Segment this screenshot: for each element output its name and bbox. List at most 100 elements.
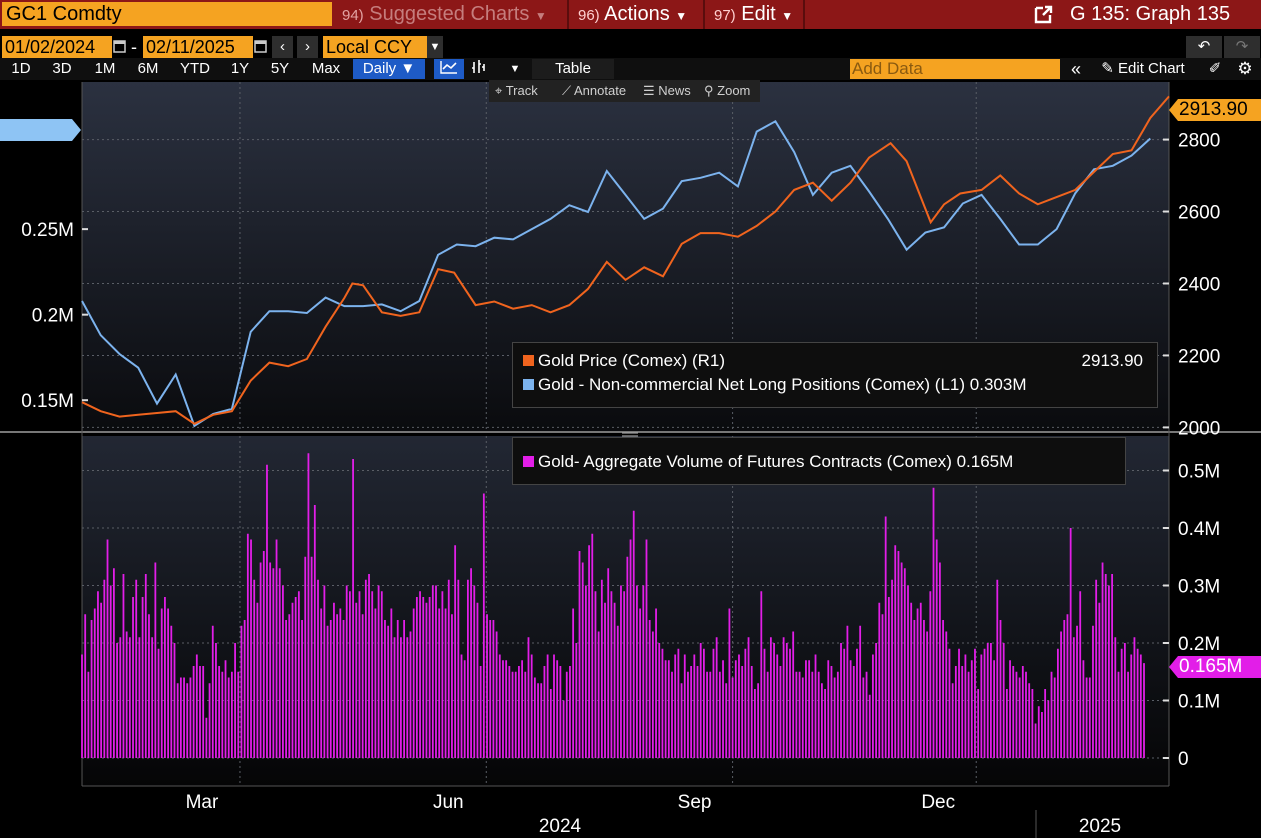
volume-bar [884,516,887,758]
currency-select[interactable]: Local CCY [323,36,427,58]
volume-bar [1069,528,1072,758]
double-chevron-left-icon[interactable]: « [1070,59,1081,79]
suggested-charts-menu[interactable]: 94) Suggested Charts ▼ [342,2,562,27]
volume-bar [237,671,240,758]
volume-bar [470,568,472,758]
chevron-down-icon[interactable]: ▼ [509,63,521,75]
actions-label: Actions [604,3,670,25]
volume-bar [384,620,386,758]
volume-bar [600,579,603,758]
volume-bar [419,591,421,758]
end-date-field[interactable]: 02/11/2025 [143,36,253,58]
volume-bar [199,666,201,758]
volume-bar [1139,654,1142,758]
volume-bar [569,666,571,758]
volume-bar [773,643,775,758]
volume-bar [100,602,103,758]
volume-bar [1002,643,1005,758]
volume-bar [935,539,938,758]
range-6m[interactable]: 6M [137,60,159,77]
right-axis-tick-label: 2600 [1178,203,1220,224]
undo-icon[interactable]: ↶ [1186,36,1222,58]
table-button[interactable]: Table [532,59,614,79]
volume-bar [731,677,734,758]
legend-swatch [523,379,534,390]
volume-bar [157,648,160,758]
legend-label: Gold - Non-commercial Net Long Positions… [538,375,966,394]
volume-bar [546,654,549,758]
volume-bar [623,591,626,758]
gear-icon[interactable]: ⚙ [1237,59,1253,78]
start-date-field[interactable]: 01/02/2024 [2,36,112,58]
annotate-tool[interactable]: ⟋ Annotate [562,80,626,102]
caret-down-icon: ▼ [400,60,416,77]
volume-bar [655,608,657,758]
volume-bar [954,666,957,758]
volume-bar [648,620,651,758]
zoom-tool[interactable]: ⚲ Zoom [704,80,750,102]
legend-entry-gold-price: Gold Price (Comex) (R1) 2913.90 [523,351,1153,371]
range-5y[interactable]: 5Y [270,60,290,77]
volume-bar [192,666,195,758]
volume-bar [849,660,852,758]
volume-bar [827,660,830,758]
track-tool[interactable]: ⌖ Track [495,80,538,102]
range-max[interactable]: Max [311,60,341,77]
chevron-down-icon: ▼ [534,9,547,23]
volume-bar [607,568,610,758]
redo-icon[interactable]: ↷ [1224,36,1260,58]
range-1d[interactable]: 1D [11,60,31,77]
actions-menu[interactable]: 96) Actions ▼ [578,2,698,27]
volume-bar [808,660,811,758]
legend-entry-volume: Gold- Aggregate Volume of Futures Contra… [523,452,1123,472]
volume-bar [463,660,466,758]
volume-bar [221,671,224,758]
chevron-down-icon[interactable]: ▼ [427,36,443,58]
bar-chart-icon[interactable] [466,59,492,79]
frequency-select[interactable]: Daily ▼ [353,59,425,79]
right-axis-tick-label: 2800 [1178,131,1220,152]
range-ytd[interactable]: YTD [180,60,210,77]
volume-bar [256,602,259,758]
add-data-input[interactable]: Add Data [850,59,1060,79]
upper-legend[interactable]: Gold Price (Comex) (R1) 2913.90 Gold - N… [512,342,1158,408]
volume-bar [597,631,600,758]
volume-bar [1034,723,1037,758]
calendar-icon[interactable] [113,38,126,54]
volume-bar [584,585,587,758]
volume-bar [189,677,192,758]
annotate-icon[interactable]: ✐ [1208,60,1222,77]
ticker-field[interactable]: GC1 Comdty [2,2,332,26]
lower-legend[interactable]: Gold- Aggregate Volume of Futures Contra… [512,437,1126,485]
volume-bar [138,637,141,758]
volume-bar [811,671,814,758]
volume-bar [246,533,249,758]
range-3d[interactable]: 3D [52,60,72,77]
volume-bar [387,625,390,758]
volume-bar [932,487,935,758]
legend-value: 2913.90 [1081,351,1143,370]
menu-divider [703,0,705,29]
volume-bar [479,666,482,758]
line-chart-icon[interactable] [434,59,464,79]
volume-bar [498,654,501,758]
next-period-button[interactable]: › [297,36,318,58]
edit-chart-button[interactable]: ✎ Edit Chart [1093,59,1193,79]
prev-period-button[interactable]: ‹ [272,36,293,58]
calendar-icon[interactable] [254,38,267,54]
volume-bar [377,585,380,758]
volume-bar [326,625,329,758]
volume-axis-tick-label: 0.1M [1178,692,1220,713]
volume-bar [112,568,115,758]
news-tool[interactable]: ☰ News [643,80,691,102]
suggested-charts-label: Suggested Charts [369,3,530,25]
volume-bar [310,556,313,758]
pop-out-icon[interactable] [1034,4,1054,24]
range-1y[interactable]: 1Y [230,60,250,77]
range-1m[interactable]: 1M [94,60,116,77]
volume-bar [457,579,460,758]
volume-bar [1031,689,1034,758]
edit-menu[interactable]: 97) Edit ▼ [714,2,804,27]
pencil-icon: ✎ [1101,60,1114,77]
volume-bar [993,660,996,758]
